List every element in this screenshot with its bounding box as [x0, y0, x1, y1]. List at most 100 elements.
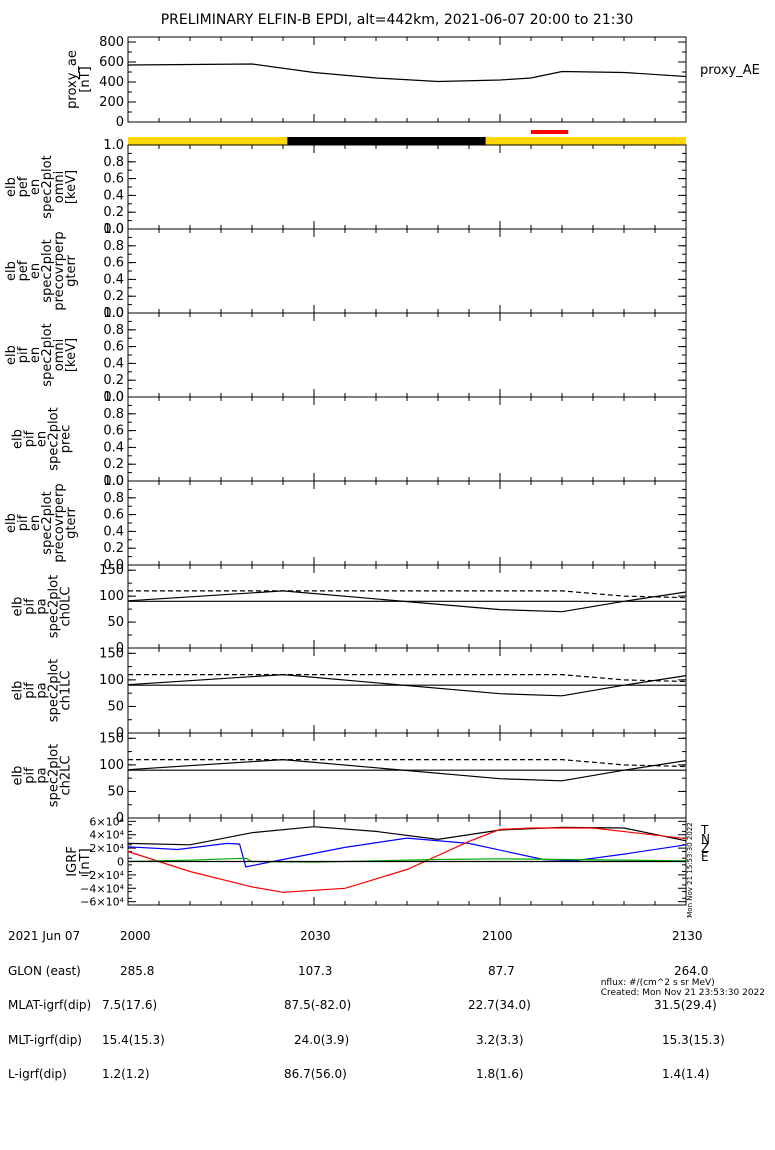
p3-ytick-label: 0.8: [103, 155, 124, 170]
p4-frame: [127, 228, 687, 314]
p7-ytick-label: 1.0: [103, 474, 124, 489]
spin-segment-0: [128, 137, 288, 145]
p5-ylabel-2: en: [28, 347, 43, 363]
spin-segment-2: [485, 137, 686, 145]
spin-marker: [531, 130, 569, 134]
footer-glon-v4: 264.0: [674, 963, 709, 978]
p4-ylabel-0: elb: [4, 261, 19, 281]
p6-ylabel-0: elb: [11, 429, 26, 449]
footer-mlat-label: MLAT-igrf(dip): [8, 998, 92, 1012]
footer-l-v2: 86.7(56.0): [284, 1067, 347, 1081]
p3-ylabel-2: en: [28, 179, 43, 195]
p5-ytick-label: 0.0: [103, 390, 124, 405]
p6-ytick-label: 1.0: [103, 390, 124, 405]
p8-ytick-label: 50: [107, 615, 124, 630]
footer-mlat-v1: 7.5(17.6): [102, 998, 158, 1012]
igrf-ytick-label: −2×10⁴: [80, 869, 124, 882]
p10-frame: [127, 732, 687, 819]
p4-ytick-label: 0.2: [103, 289, 124, 304]
p8-frame: [127, 564, 687, 649]
footer-date-v1: 2000: [120, 929, 151, 943]
footer-row-glon: GLON (east) 285.8 107.3 87.7 264.0: [8, 963, 768, 978]
panel-p5: 0.0 0.2 0.40.6 0.8 1.0 elbpifenspec2plotomni[…: [4, 306, 687, 405]
p10-series-0: [127, 758, 687, 782]
p5-ylabel-0: elb: [4, 345, 19, 365]
p7-ytick-label: 0.4: [103, 524, 124, 539]
spin-segment-1: [287, 137, 486, 145]
p10-ylabel-0: elb: [11, 766, 26, 786]
credits: nflux: #/(cm^2 s sr MeV) Created: Mon No…: [601, 978, 765, 998]
p7-ylabel-3: spec2plot: [40, 491, 55, 554]
p9-frame: [127, 647, 687, 734]
p5-ylabel-5: [keV]: [64, 338, 79, 372]
p5-ytick-label: 1.0: [103, 306, 124, 321]
igrf-legend-Z: Z: [701, 841, 709, 855]
igrf-series-Z: [127, 827, 687, 893]
p4-ylabel-3: spec2plot: [40, 239, 55, 302]
proxy-ae-legend: proxy_AE: [700, 63, 760, 78]
p8-series-0: [127, 590, 687, 613]
created-timestamp: Created: Mon Nov 21 23:53:30 2022: [600, 988, 765, 998]
footer-mlat-v3: 22.7(34.0): [468, 998, 531, 1012]
igrf-side-timestamp: Mon Nov 21 15:53:30 2022: [686, 822, 694, 917]
p7-ytick-label: 0.2: [103, 541, 124, 556]
p6-ytick-label: 0.0: [103, 474, 124, 489]
p3-ytick-label: 1.0: [103, 138, 124, 153]
p7-frame: [127, 480, 687, 566]
p3-frame: [127, 144, 687, 230]
p9-ytick-label: 150: [99, 646, 124, 661]
igrf-ylabel-1: [nT]: [78, 848, 93, 874]
igrf-ytick-label: −6×10⁴: [80, 896, 124, 909]
igrf-legend-T: T: [700, 823, 709, 837]
p6-ytick-label: 0.6: [103, 424, 124, 439]
p9-ytick-label: 100: [99, 673, 124, 688]
p10-ytick-label: 50: [107, 784, 124, 799]
p10-ylabel-3: spec2plot: [47, 744, 62, 807]
footer-glon-v1: 285.8: [120, 963, 155, 978]
p3-ylabel-5: [keV]: [64, 170, 79, 204]
proxy_ae-ytick-label: 800: [99, 35, 124, 50]
proxy_ae-ylabel-0: proxy_ae: [65, 50, 80, 109]
footer-date-v3: 2100: [482, 929, 513, 943]
proxy_ae-series-0: [127, 63, 687, 83]
panel-proxy_ae: 0 200 400 600 800 proxy_ae[nT] proxy_AE: [65, 35, 760, 130]
p5-ylabel-4: omni: [52, 339, 67, 371]
igrf-ytick-label: 6×10⁴: [89, 815, 124, 828]
p7-ylabel-5: gterr: [64, 506, 79, 538]
footer-glon-v2: 107.3: [298, 963, 333, 978]
footer-date-v2: 2030: [300, 929, 331, 943]
p5-ytick-label: 0.6: [103, 340, 124, 355]
p9-ylabel-3: spec2plot: [47, 659, 62, 722]
p6-ytick-label: 0.8: [103, 407, 124, 422]
footer-mlat-v2: 87.5(-82.0): [284, 998, 352, 1012]
p4-ylabel-2: en: [28, 263, 43, 279]
p3-ytick-label: 0.6: [103, 172, 124, 187]
footer-l-label: L-igrf(dip): [8, 1067, 67, 1081]
p7-ylabel-2: en: [28, 515, 43, 531]
p8-ytick-label: 0: [116, 641, 124, 656]
p5-ytick-label: 0.8: [103, 323, 124, 338]
igrf-ytick-label: 4×10⁴: [89, 829, 124, 842]
p6-ylabel-3: spec2plot: [47, 407, 62, 470]
p7-ylabel-0: elb: [4, 513, 19, 533]
footer-l-v4: 1.4(1.4): [662, 1067, 710, 1081]
p7-ytick-label: 0.8: [103, 491, 124, 506]
p4-ytick-label: 0.8: [103, 239, 124, 254]
p7-ytick-label: 0.6: [103, 508, 124, 523]
figure-title: PRELIMINARY ELFIN-B EPDI, alt=442km, 202…: [161, 12, 634, 28]
p8-ylabel-2: pa: [35, 598, 50, 614]
p6-ylabel-4: prec: [59, 425, 74, 453]
p9-ytick-label: 50: [107, 699, 124, 714]
p4-ylabel-1: pef: [16, 260, 31, 281]
p4-ytick-label: 1.0: [103, 222, 124, 237]
footer-mlt-v1: 15.4(15.3): [102, 1032, 165, 1047]
footer-mlt-v3: 3.2(3.3): [476, 1032, 524, 1047]
footer-mlt-label: MLT-igrf(dip): [8, 1032, 82, 1047]
nflux-units: nflux: #/(cm^2 s sr MeV): [600, 978, 715, 988]
